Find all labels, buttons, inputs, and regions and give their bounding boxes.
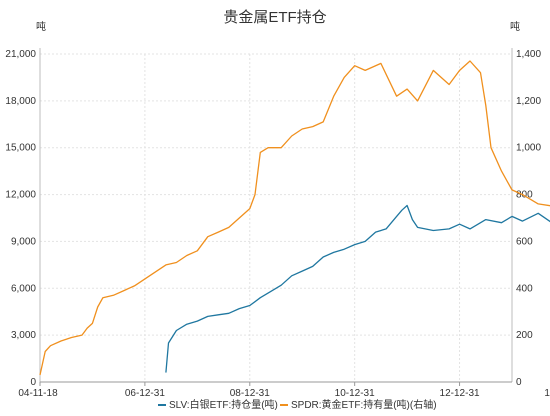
legend-label-1: SLV:白银ETF:持仓量(吨): [169, 398, 278, 411]
y-right-tick-label: 200: [516, 330, 533, 341]
x-tick-label: 06-12-31: [125, 388, 165, 399]
x-tick-label: 10-12-31: [335, 388, 375, 399]
y-right-tick-label: 1,200: [516, 96, 541, 107]
y-left-tick-label: 18,000: [5, 96, 36, 107]
y-left-unit: 吨: [36, 20, 46, 33]
series-line-2: [39, 60, 550, 376]
x-tick-label: 14-12-31: [544, 388, 550, 399]
y-right-tick-label: 0: [516, 377, 522, 388]
y-left-tick-label: 9,000: [11, 236, 36, 247]
y-left-tick-label: 21,000: [5, 49, 36, 60]
y-left-tick-label: 12,000: [5, 190, 36, 201]
legend-label-2: SPDR:黄金ETF:持有量(吨)(右轴): [291, 398, 437, 411]
y-right-tick-label: 600: [516, 236, 533, 247]
y-left-tick-label: 15,000: [5, 143, 36, 154]
y-right-tick-label: 1,000: [516, 143, 541, 154]
y-right-unit: 吨: [510, 20, 520, 33]
x-tick-label: 04-11-18: [18, 388, 58, 399]
y-left-tick-label: 6,000: [11, 283, 36, 294]
x-tick-label: 08-12-31: [230, 388, 270, 399]
x-tick-label: 12-12-31: [440, 388, 480, 399]
chart-title: 贵金属ETF持仓: [223, 9, 327, 26]
y-right-tick-label: 1,400: [516, 49, 541, 60]
series-line-1: [165, 204, 550, 373]
y-right-tick-label: 400: [516, 283, 533, 294]
y-left-tick-label: 0: [30, 377, 36, 388]
y-left-tick-label: 3,000: [11, 330, 36, 341]
